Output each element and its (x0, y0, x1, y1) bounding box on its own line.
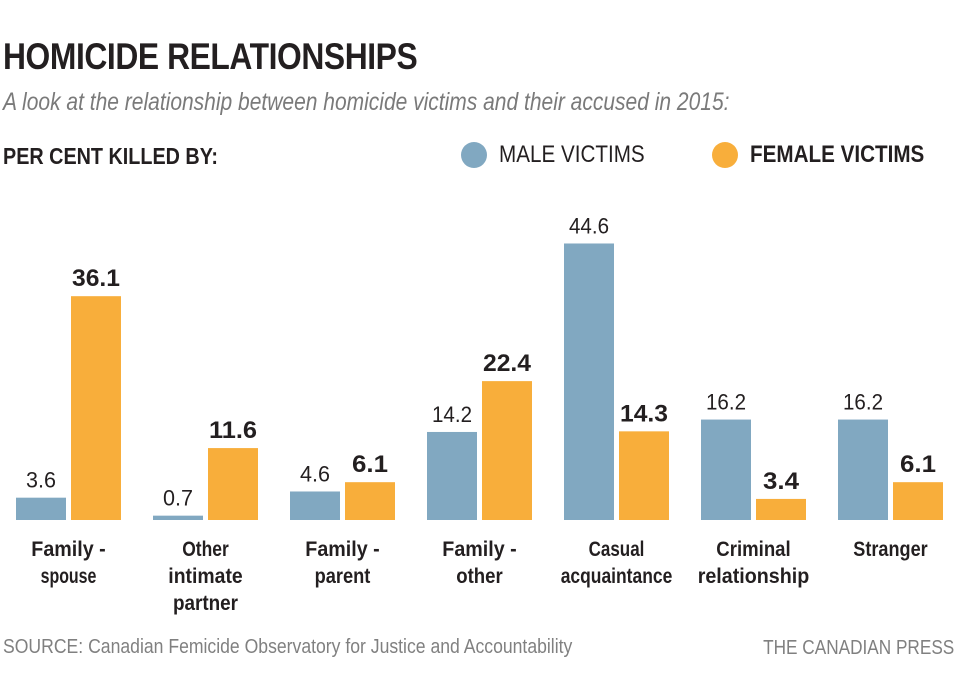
bar-female (482, 381, 532, 520)
category-label: intimate (168, 565, 242, 588)
measure-label: PER CENT KILLED BY: (3, 143, 219, 169)
chart-subtitle: A look at the relationship between homic… (3, 88, 730, 116)
legend-label-female: FEMALE VICTIMS (750, 141, 925, 168)
category-label: Family - (31, 538, 105, 561)
category-label: Casual (589, 538, 645, 561)
data-label-male: 4.6 (300, 461, 330, 486)
bar-group: 16.2 6.1 Stranger (838, 390, 943, 561)
data-label-female: 36.1 (72, 265, 120, 292)
bar-female (756, 498, 806, 520)
source-note: SOURCE: Canadian Femicide Observatory fo… (3, 636, 573, 658)
bar-female (208, 448, 258, 520)
data-label-male: 16.2 (706, 390, 746, 415)
bar-female (71, 296, 121, 520)
data-label-female: 3.4 (763, 468, 800, 495)
category-label: parent (315, 565, 371, 588)
bar-male (290, 491, 340, 520)
chart-title: HOMICIDE RELATIONSHIPS (3, 36, 418, 77)
bar-chart: 3.6 36.1 Family - spouse 0.7 11.6 Other intimat… (16, 213, 943, 615)
bar-group: 16.2 3.4 Criminal relationship (698, 390, 810, 588)
legend-item-female: FEMALE VICTIMS (712, 141, 953, 169)
legend-item-male: MALE VICTIMS (461, 141, 668, 169)
data-label-female: 14.3 (620, 400, 668, 427)
bar-female (619, 431, 669, 520)
bar-male (701, 419, 751, 520)
male-swatch-icon (461, 142, 487, 168)
bar-male (838, 419, 888, 520)
data-label-male: 3.6 (26, 468, 56, 493)
data-label-male: 16.2 (843, 390, 883, 415)
category-label: spouse (41, 565, 97, 588)
data-label-male: 0.7 (163, 486, 193, 511)
data-label-female: 6.1 (900, 451, 936, 478)
bar-group: 3.6 36.1 Family - spouse (16, 265, 121, 588)
bar-group: 0.7 11.6 Other intimate partner (153, 417, 258, 615)
bar-male (153, 515, 203, 520)
bar-group: 4.6 6.1 Family - parent (290, 451, 395, 588)
bar-male (427, 431, 477, 520)
category-label: Stranger (853, 538, 927, 561)
bar-group: 14.2 22.4 Family - other (427, 350, 532, 588)
female-swatch-icon (712, 142, 738, 168)
data-label-male: 44.6 (569, 213, 609, 238)
category-label: acquaintance (561, 565, 673, 588)
category-label: Other (182, 538, 229, 561)
category-label: other (456, 565, 503, 588)
category-label: Family - (442, 538, 516, 561)
data-label-female: 22.4 (483, 350, 532, 377)
data-label-female: 11.6 (209, 417, 257, 444)
bar-female (893, 482, 943, 520)
bar-group: 44.6 14.3 Casual acquaintance (561, 213, 673, 588)
legend-label-male: MALE VICTIMS (499, 141, 645, 168)
credit: THE CANADIAN PRESS (762, 637, 954, 659)
data-label-male: 14.2 (432, 402, 472, 427)
category-label: partner (173, 592, 238, 615)
bar-male (564, 243, 614, 521)
category-label: Criminal (716, 538, 790, 561)
category-label: Family - (305, 538, 379, 561)
data-label-female: 6.1 (352, 451, 388, 478)
category-label: relationship (698, 565, 810, 588)
bar-female (345, 482, 395, 520)
bar-male (16, 497, 66, 520)
